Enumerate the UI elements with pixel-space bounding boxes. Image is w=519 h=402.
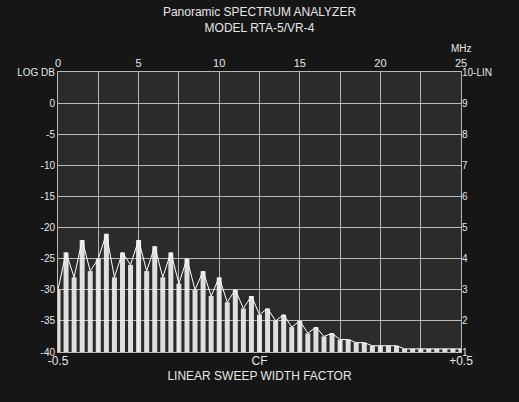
- svg-text:LINEAR SWEEP WIDTH FACTOR: LINEAR SWEEP WIDTH FACTOR: [167, 369, 352, 383]
- svg-text:7: 7: [462, 160, 468, 171]
- svg-text:+0.5: +0.5: [449, 354, 473, 368]
- svg-text:-0.5: -0.5: [48, 354, 69, 368]
- svg-text:3: 3: [462, 284, 468, 295]
- svg-text:10-LIN: 10-LIN: [462, 67, 492, 78]
- svg-text:-10: -10: [41, 160, 56, 171]
- svg-text:6: 6: [462, 191, 468, 202]
- svg-text:4: 4: [462, 253, 468, 264]
- svg-text:8: 8: [462, 129, 468, 140]
- svg-text:LOG DB: LOG DB: [17, 67, 55, 78]
- svg-text:0: 0: [49, 98, 55, 109]
- svg-text:-20: -20: [41, 222, 56, 233]
- svg-text:9: 9: [462, 98, 468, 109]
- svg-text:-35: -35: [41, 315, 56, 326]
- svg-text:Panoramic SPECTRUM ANALYZERMOD: Panoramic SPECTRUM ANALYZERMODEL RTA-5/V…: [163, 5, 356, 35]
- svg-text:5: 5: [136, 57, 142, 69]
- svg-text:-5: -5: [46, 129, 55, 140]
- svg-text:CF: CF: [252, 354, 268, 368]
- svg-text:1: 1: [462, 347, 468, 358]
- svg-text:-30: -30: [41, 284, 56, 295]
- svg-text:0: 0: [55, 57, 61, 69]
- svg-text:10: 10: [213, 57, 225, 69]
- svg-text:-15: -15: [41, 191, 56, 202]
- svg-text:15: 15: [294, 57, 306, 69]
- svg-text:25: 25: [455, 57, 467, 69]
- svg-text:2: 2: [462, 315, 468, 326]
- svg-text:-40: -40: [41, 347, 56, 358]
- svg-text:-25: -25: [41, 253, 56, 264]
- svg-text:MHz: MHz: [451, 43, 472, 54]
- svg-text:5: 5: [462, 222, 468, 233]
- svg-text:20: 20: [374, 57, 386, 69]
